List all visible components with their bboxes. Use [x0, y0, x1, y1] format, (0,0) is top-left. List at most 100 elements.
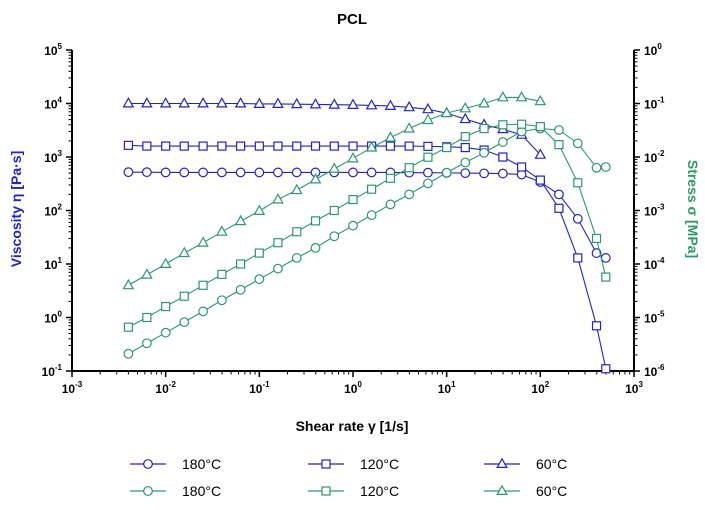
data-point [365, 99, 378, 110]
data-point [179, 167, 190, 178]
data-point [236, 259, 246, 269]
y-left-tick-label: 10-1 [42, 363, 63, 379]
data-point [253, 204, 266, 215]
data-point [234, 214, 247, 226]
data-point [236, 141, 246, 151]
data-point [497, 90, 509, 102]
data-point [160, 167, 171, 178]
x-tick-label: 100 [344, 380, 362, 396]
data-point [329, 205, 339, 216]
data-point [365, 141, 378, 152]
data-point [328, 98, 341, 109]
data-point [497, 137, 508, 147]
legend-label: 120°C [360, 456, 399, 472]
data-point [554, 189, 564, 200]
x-tick-label: 103 [625, 380, 643, 396]
data-point [385, 173, 396, 183]
data-point [601, 364, 611, 374]
data-point [591, 321, 602, 331]
data-point [273, 238, 283, 248]
data-point [273, 263, 283, 274]
data-point [291, 167, 302, 178]
data-point [442, 142, 452, 153]
data-point [479, 147, 490, 158]
data-point [123, 167, 134, 178]
data-point [404, 141, 414, 151]
data-point [216, 97, 228, 108]
y-right-tick-label: 100 [644, 42, 662, 58]
data-point [254, 167, 265, 178]
legend-swatch-marker [143, 486, 153, 496]
data-point [441, 167, 452, 178]
legend-swatch-marker [143, 459, 153, 469]
data-point [253, 97, 266, 108]
data-point [141, 338, 152, 349]
data-point [460, 142, 470, 153]
data-point [459, 101, 472, 113]
data-point [178, 246, 191, 258]
series-line [128, 128, 606, 355]
x-tick-label: 101 [438, 380, 456, 396]
data-point [292, 227, 302, 237]
data-point [159, 257, 172, 268]
axes: 10-3 10-2 10-1 100 101 102 103 10-1 100 101 102 103… [42, 42, 666, 396]
data-point [515, 90, 528, 102]
data-point [573, 178, 583, 188]
data-point [235, 167, 246, 178]
data-point [123, 140, 133, 150]
data-point [254, 248, 264, 258]
data-point [141, 167, 152, 178]
data-point [254, 141, 264, 151]
data-point [197, 236, 209, 247]
x-tick-label: 10-2 [155, 380, 176, 396]
data-point [423, 178, 433, 189]
data-point [404, 189, 415, 200]
y-left-tick-label: 104 [44, 96, 62, 112]
data-point [348, 220, 358, 231]
data-point [384, 131, 397, 142]
y-left-axis-title: Viscosity η [Pa·s] [8, 151, 24, 267]
data-point [123, 348, 134, 359]
legend-item: 120°C [308, 483, 399, 499]
y-right-tick-label: 10-1 [644, 96, 665, 112]
data-point [498, 152, 508, 162]
legend-label: 60°C [536, 483, 567, 499]
y-right-tick-label: 10-3 [644, 203, 665, 219]
data-point [422, 113, 434, 125]
data-point [404, 163, 414, 173]
legend-swatch-marker [496, 484, 508, 495]
data-point [273, 167, 283, 178]
data-point [478, 97, 490, 108]
y-right-tick-label: 10-5 [644, 310, 665, 326]
y-right-tick-label: 10-6 [644, 363, 665, 379]
y-right-tick-label: 10-4 [644, 256, 665, 272]
legend-item: 180°C [130, 456, 221, 472]
data-point [142, 141, 152, 151]
data-point [290, 183, 303, 195]
data-point [160, 327, 171, 338]
legend-label: 180°C [182, 483, 221, 499]
data-point [161, 301, 171, 312]
data-point [600, 162, 611, 172]
legend-item: 60°C [484, 456, 567, 472]
data-point [498, 120, 508, 130]
data-point [216, 295, 227, 306]
plot-series [122, 90, 611, 374]
data-point [497, 168, 508, 179]
legend: 180°C 120°C 60°C 180°C 120°C 60°C [130, 456, 567, 499]
data-point [460, 132, 470, 142]
data-point [179, 141, 189, 151]
data-point [534, 148, 547, 159]
legend-label: 60°C [536, 456, 567, 472]
data-point [273, 141, 283, 151]
data-point [123, 322, 133, 332]
data-point [272, 97, 284, 108]
legend-label: 120°C [360, 483, 399, 499]
series-stress-triangle [122, 90, 547, 290]
data-point [591, 162, 602, 173]
data-point [591, 233, 602, 244]
y-left-tick-label: 103 [44, 149, 62, 165]
y-left-tick-label: 102 [44, 203, 62, 219]
data-point [554, 125, 564, 135]
